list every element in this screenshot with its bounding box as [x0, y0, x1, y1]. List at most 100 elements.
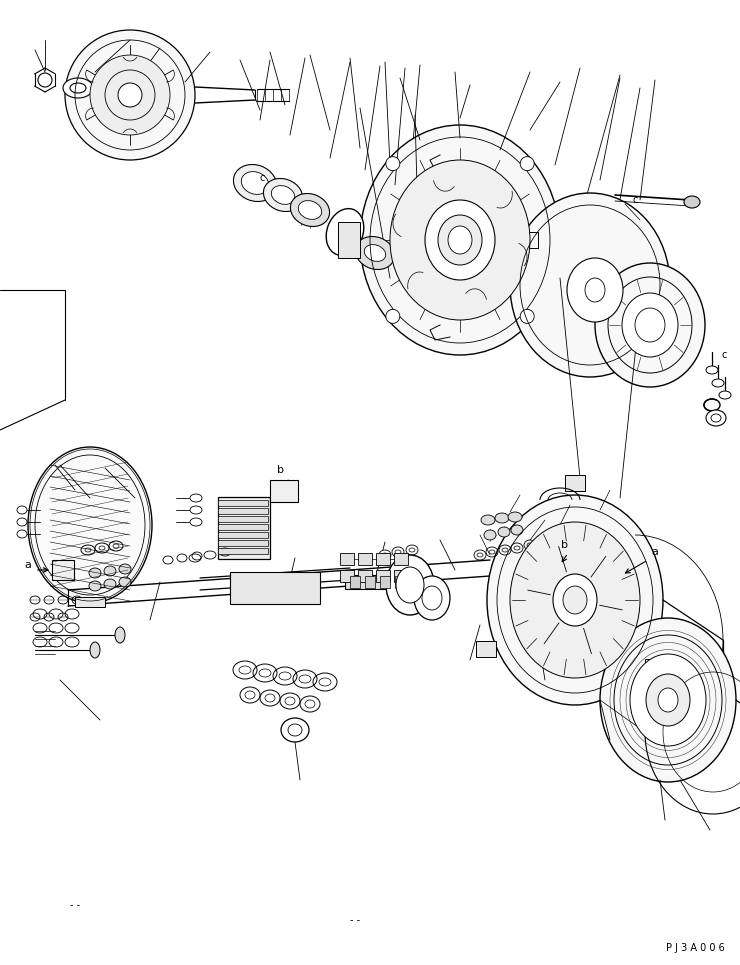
Ellipse shape	[511, 525, 523, 535]
Ellipse shape	[495, 513, 509, 523]
Ellipse shape	[510, 193, 670, 377]
Ellipse shape	[425, 200, 495, 280]
Bar	[340, 553, 354, 565]
Bar	[52, 560, 74, 580]
Ellipse shape	[706, 366, 718, 374]
Ellipse shape	[17, 518, 27, 526]
Ellipse shape	[17, 530, 27, 538]
Bar	[75, 597, 105, 607]
Ellipse shape	[382, 553, 388, 557]
Ellipse shape	[89, 568, 101, 578]
Ellipse shape	[379, 550, 391, 560]
Ellipse shape	[263, 179, 303, 211]
Bar	[476, 642, 497, 657]
Bar	[376, 553, 390, 565]
Ellipse shape	[190, 506, 202, 514]
Ellipse shape	[622, 293, 678, 357]
Text: c: c	[632, 195, 638, 205]
Bar	[340, 570, 354, 582]
Bar	[218, 548, 268, 554]
Text: b: b	[277, 465, 283, 475]
Ellipse shape	[115, 627, 125, 643]
Ellipse shape	[241, 172, 269, 194]
Ellipse shape	[233, 164, 277, 202]
Text: c: c	[722, 350, 727, 360]
Bar	[218, 497, 270, 559]
Ellipse shape	[38, 73, 52, 87]
Bar	[230, 572, 320, 604]
Ellipse shape	[508, 512, 522, 522]
Ellipse shape	[406, 545, 418, 555]
Bar	[218, 540, 268, 546]
Text: a: a	[651, 547, 659, 557]
Ellipse shape	[190, 494, 202, 502]
Ellipse shape	[711, 414, 721, 422]
Ellipse shape	[684, 196, 700, 208]
Bar	[218, 532, 268, 538]
Ellipse shape	[395, 550, 401, 554]
Text: b: b	[562, 540, 568, 550]
Bar	[380, 576, 390, 588]
Bar	[358, 570, 372, 582]
Ellipse shape	[553, 574, 597, 626]
Ellipse shape	[712, 379, 724, 387]
Bar	[365, 576, 375, 588]
Ellipse shape	[326, 208, 364, 256]
Ellipse shape	[118, 83, 142, 107]
Ellipse shape	[563, 586, 587, 614]
Ellipse shape	[595, 263, 705, 387]
Bar	[395, 576, 405, 588]
Ellipse shape	[520, 156, 534, 171]
Ellipse shape	[119, 577, 131, 587]
Ellipse shape	[484, 530, 496, 540]
Ellipse shape	[386, 310, 400, 323]
Ellipse shape	[392, 547, 404, 557]
Ellipse shape	[498, 527, 510, 537]
Ellipse shape	[658, 688, 678, 712]
Ellipse shape	[190, 518, 202, 526]
Ellipse shape	[355, 236, 394, 269]
Ellipse shape	[414, 576, 450, 620]
Ellipse shape	[422, 586, 442, 610]
Text: - -: - -	[350, 915, 360, 925]
Ellipse shape	[630, 654, 706, 746]
Bar	[218, 524, 268, 530]
Ellipse shape	[119, 564, 131, 574]
Ellipse shape	[390, 160, 530, 320]
Ellipse shape	[360, 125, 560, 355]
Ellipse shape	[28, 447, 152, 603]
Ellipse shape	[600, 618, 736, 782]
Text: c: c	[259, 173, 265, 183]
Ellipse shape	[90, 55, 170, 135]
Text: a: a	[24, 560, 31, 570]
Bar	[394, 553, 408, 565]
Ellipse shape	[63, 78, 93, 98]
Ellipse shape	[272, 185, 295, 205]
Ellipse shape	[104, 579, 116, 589]
Ellipse shape	[438, 215, 482, 265]
Bar	[338, 222, 360, 258]
Bar	[358, 553, 372, 565]
Ellipse shape	[719, 391, 731, 399]
Ellipse shape	[409, 548, 415, 552]
Ellipse shape	[646, 674, 690, 726]
Ellipse shape	[706, 410, 726, 426]
Ellipse shape	[89, 581, 101, 591]
Ellipse shape	[17, 506, 27, 514]
Bar	[270, 480, 298, 502]
Ellipse shape	[487, 495, 663, 705]
Bar	[394, 570, 408, 582]
Ellipse shape	[65, 30, 195, 160]
Bar	[376, 570, 390, 582]
Bar	[565, 475, 585, 491]
Ellipse shape	[364, 244, 386, 262]
Ellipse shape	[386, 555, 434, 615]
Bar	[350, 576, 360, 588]
Ellipse shape	[481, 515, 495, 525]
Ellipse shape	[104, 566, 116, 576]
Ellipse shape	[298, 201, 322, 219]
Bar	[345, 575, 430, 589]
Ellipse shape	[290, 193, 329, 227]
Ellipse shape	[90, 642, 100, 658]
Bar	[645, 659, 665, 675]
